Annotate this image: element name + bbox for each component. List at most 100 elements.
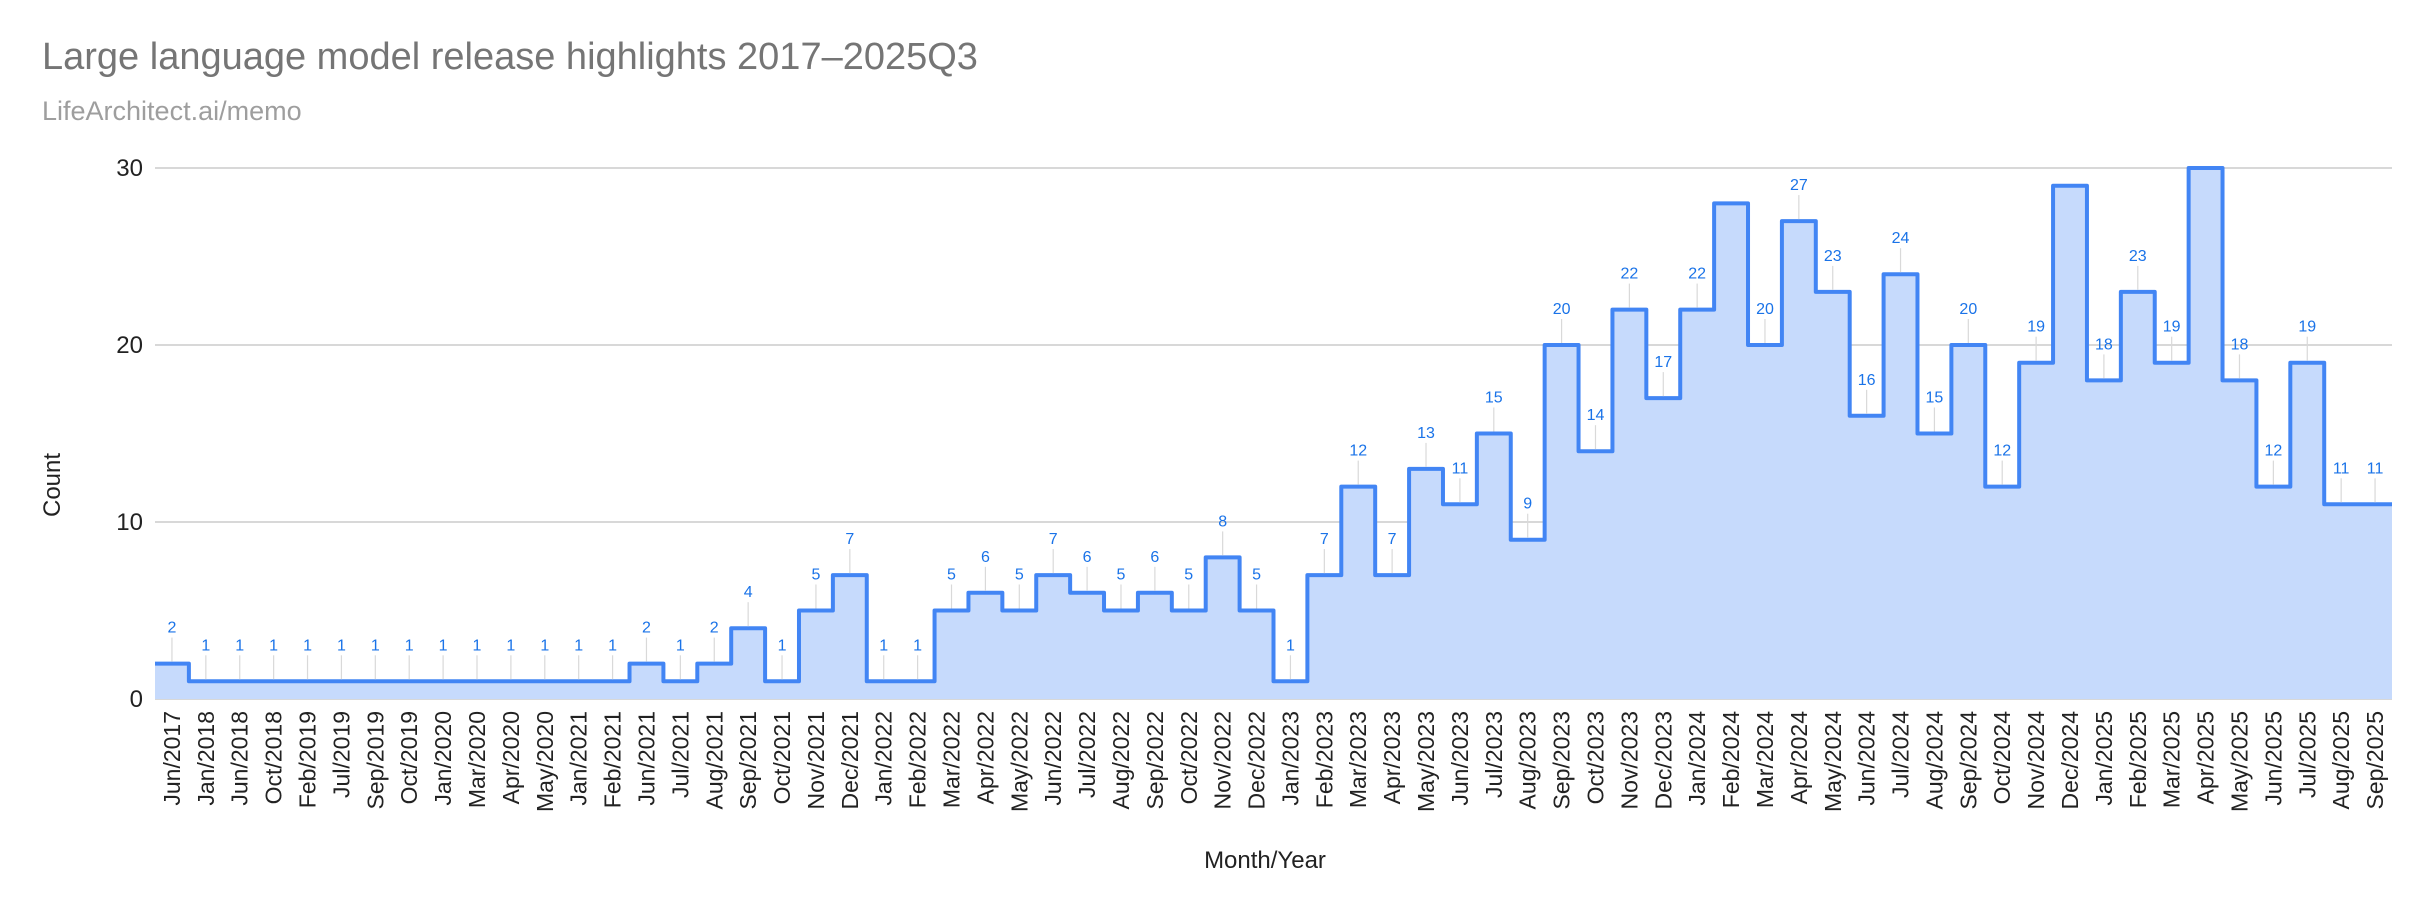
x-tick-label: Dec/2023 [1650, 711, 1676, 809]
data-label: 17 [1654, 354, 1672, 371]
data-label: 9 [1523, 496, 1532, 513]
x-tick-label: Jun/2018 [227, 711, 253, 806]
data-label: 8 [1218, 513, 1227, 530]
data-label: 22 [1688, 266, 1706, 283]
data-label: 20 [1756, 301, 1774, 318]
x-tick-label: Feb/2019 [295, 711, 321, 808]
x-tick-label: Mar/2024 [1752, 711, 1778, 808]
x-tick-label: Jan/2025 [2091, 711, 2117, 806]
x-tick-label: Mar/2023 [1345, 711, 1371, 808]
data-label: 1 [371, 637, 380, 654]
data-label: 1 [269, 637, 278, 654]
x-tick-label: Jul/2022 [1074, 711, 1100, 798]
data-label: 1 [405, 637, 414, 654]
x-tick-label: Sep/2025 [2362, 711, 2388, 809]
x-tick-label: Oct/2018 [261, 711, 287, 804]
data-label: 1 [303, 637, 312, 654]
y-tick-label: 0 [130, 686, 143, 713]
data-label: 7 [1049, 531, 1058, 548]
data-label: 24 [1892, 230, 1910, 247]
data-label: 12 [2264, 443, 2282, 460]
y-tick-label: 10 [116, 509, 143, 536]
area-series [155, 166, 2392, 699]
data-label: 11 [2367, 460, 2384, 477]
x-tick-label: Jun/2017 [159, 711, 185, 806]
data-label: 5 [811, 567, 820, 584]
data-label: 5 [1015, 567, 1024, 584]
x-axis-ticks: Jun/2017 Jan/2018 Jun/2018 Oct/2018 Feb/2019… [159, 711, 2388, 812]
x-tick-label: Jul/2024 [1888, 711, 1914, 798]
x-tick-label: Sep/2024 [1955, 711, 1981, 810]
x-tick-label: Jun/2022 [1040, 711, 1066, 806]
data-label: 20 [1553, 301, 1571, 318]
x-tick-label: Feb/2021 [600, 711, 626, 808]
x-tick-label: Aug/2021 [701, 711, 727, 809]
data-label: 1 [574, 637, 583, 654]
x-tick-label: Aug/2023 [1515, 711, 1541, 809]
x-tick-label: Dec/2022 [1244, 711, 1270, 809]
data-label: 11 [2333, 460, 2350, 477]
data-label: 15 [1485, 390, 1503, 407]
x-tick-label: Mar/2025 [2159, 711, 2185, 808]
x-tick-label: Jan/2024 [1684, 711, 1710, 806]
data-label: 5 [947, 567, 956, 584]
data-label: 15 [1926, 390, 1944, 407]
x-tick-label: Mar/2020 [464, 711, 490, 808]
data-label: 27 [1790, 177, 1808, 194]
data-label: 23 [1824, 248, 1842, 265]
label-leaders [171, 195, 2376, 680]
x-tick-label: Jun/2024 [1854, 711, 1880, 806]
y-axis-ticks: 0 10 20 30 [116, 155, 143, 713]
x-tick-label: May/2025 [2226, 711, 2252, 812]
data-label: 1 [676, 637, 685, 654]
data-label: 19 [2163, 319, 2181, 336]
x-tick-label: Jun/2025 [2260, 711, 2286, 806]
x-tick-label: Jul/2023 [1481, 711, 1507, 798]
x-tick-label: Jul/2025 [2294, 711, 2320, 798]
data-label: 13 [1417, 425, 1435, 442]
x-tick-label: May/2020 [532, 711, 558, 812]
data-label: 6 [981, 549, 990, 566]
x-tick-label: Oct/2024 [1989, 711, 2015, 805]
x-tick-label: Apr/2025 [2193, 711, 2219, 804]
x-tick-label: May/2023 [1413, 711, 1439, 812]
data-label: 12 [1349, 443, 1367, 460]
area-fill [155, 168, 2392, 699]
x-tick-label: Apr/2023 [1379, 711, 1405, 804]
x-tick-label: Nov/2022 [1210, 711, 1236, 809]
x-tick-label: Sep/2023 [1549, 711, 1575, 809]
x-tick-label: Nov/2021 [803, 711, 829, 809]
data-label: 12 [1993, 443, 2011, 460]
x-tick-label: Aug/2024 [1921, 711, 1947, 810]
data-label: 5 [1117, 567, 1126, 584]
data-label: 1 [913, 637, 922, 654]
x-tick-label: Nov/2023 [1616, 711, 1642, 809]
x-tick-label: Oct/2022 [1176, 711, 1202, 804]
data-label: 22 [1620, 266, 1638, 283]
x-tick-label: Feb/2022 [905, 711, 931, 808]
data-label: 1 [608, 637, 617, 654]
data-label: 14 [1587, 407, 1605, 424]
data-label: 5 [1184, 567, 1193, 584]
x-tick-label: Mar/2022 [939, 711, 965, 808]
x-tick-label: May/2024 [1820, 711, 1846, 812]
data-label: 5 [1252, 567, 1261, 584]
x-tick-label: Dec/2021 [837, 711, 863, 809]
data-label: 1 [337, 637, 346, 654]
y-tick-label: 20 [116, 332, 143, 359]
data-label: 1 [473, 637, 482, 654]
data-label: 1 [201, 637, 210, 654]
x-tick-label: Oct/2019 [396, 711, 422, 804]
data-label: 20 [1959, 301, 1977, 318]
data-label: 2 [642, 620, 651, 637]
data-label: 19 [2298, 319, 2316, 336]
x-tick-label: Jun/2023 [1447, 711, 1473, 806]
x-tick-label: Jan/2018 [193, 711, 219, 806]
x-tick-label: Apr/2022 [972, 711, 998, 804]
x-tick-label: Jan/2021 [566, 711, 592, 806]
x-tick-label: Aug/2022 [1108, 711, 1134, 809]
data-label: 1 [540, 637, 549, 654]
data-label: 1 [439, 637, 448, 654]
